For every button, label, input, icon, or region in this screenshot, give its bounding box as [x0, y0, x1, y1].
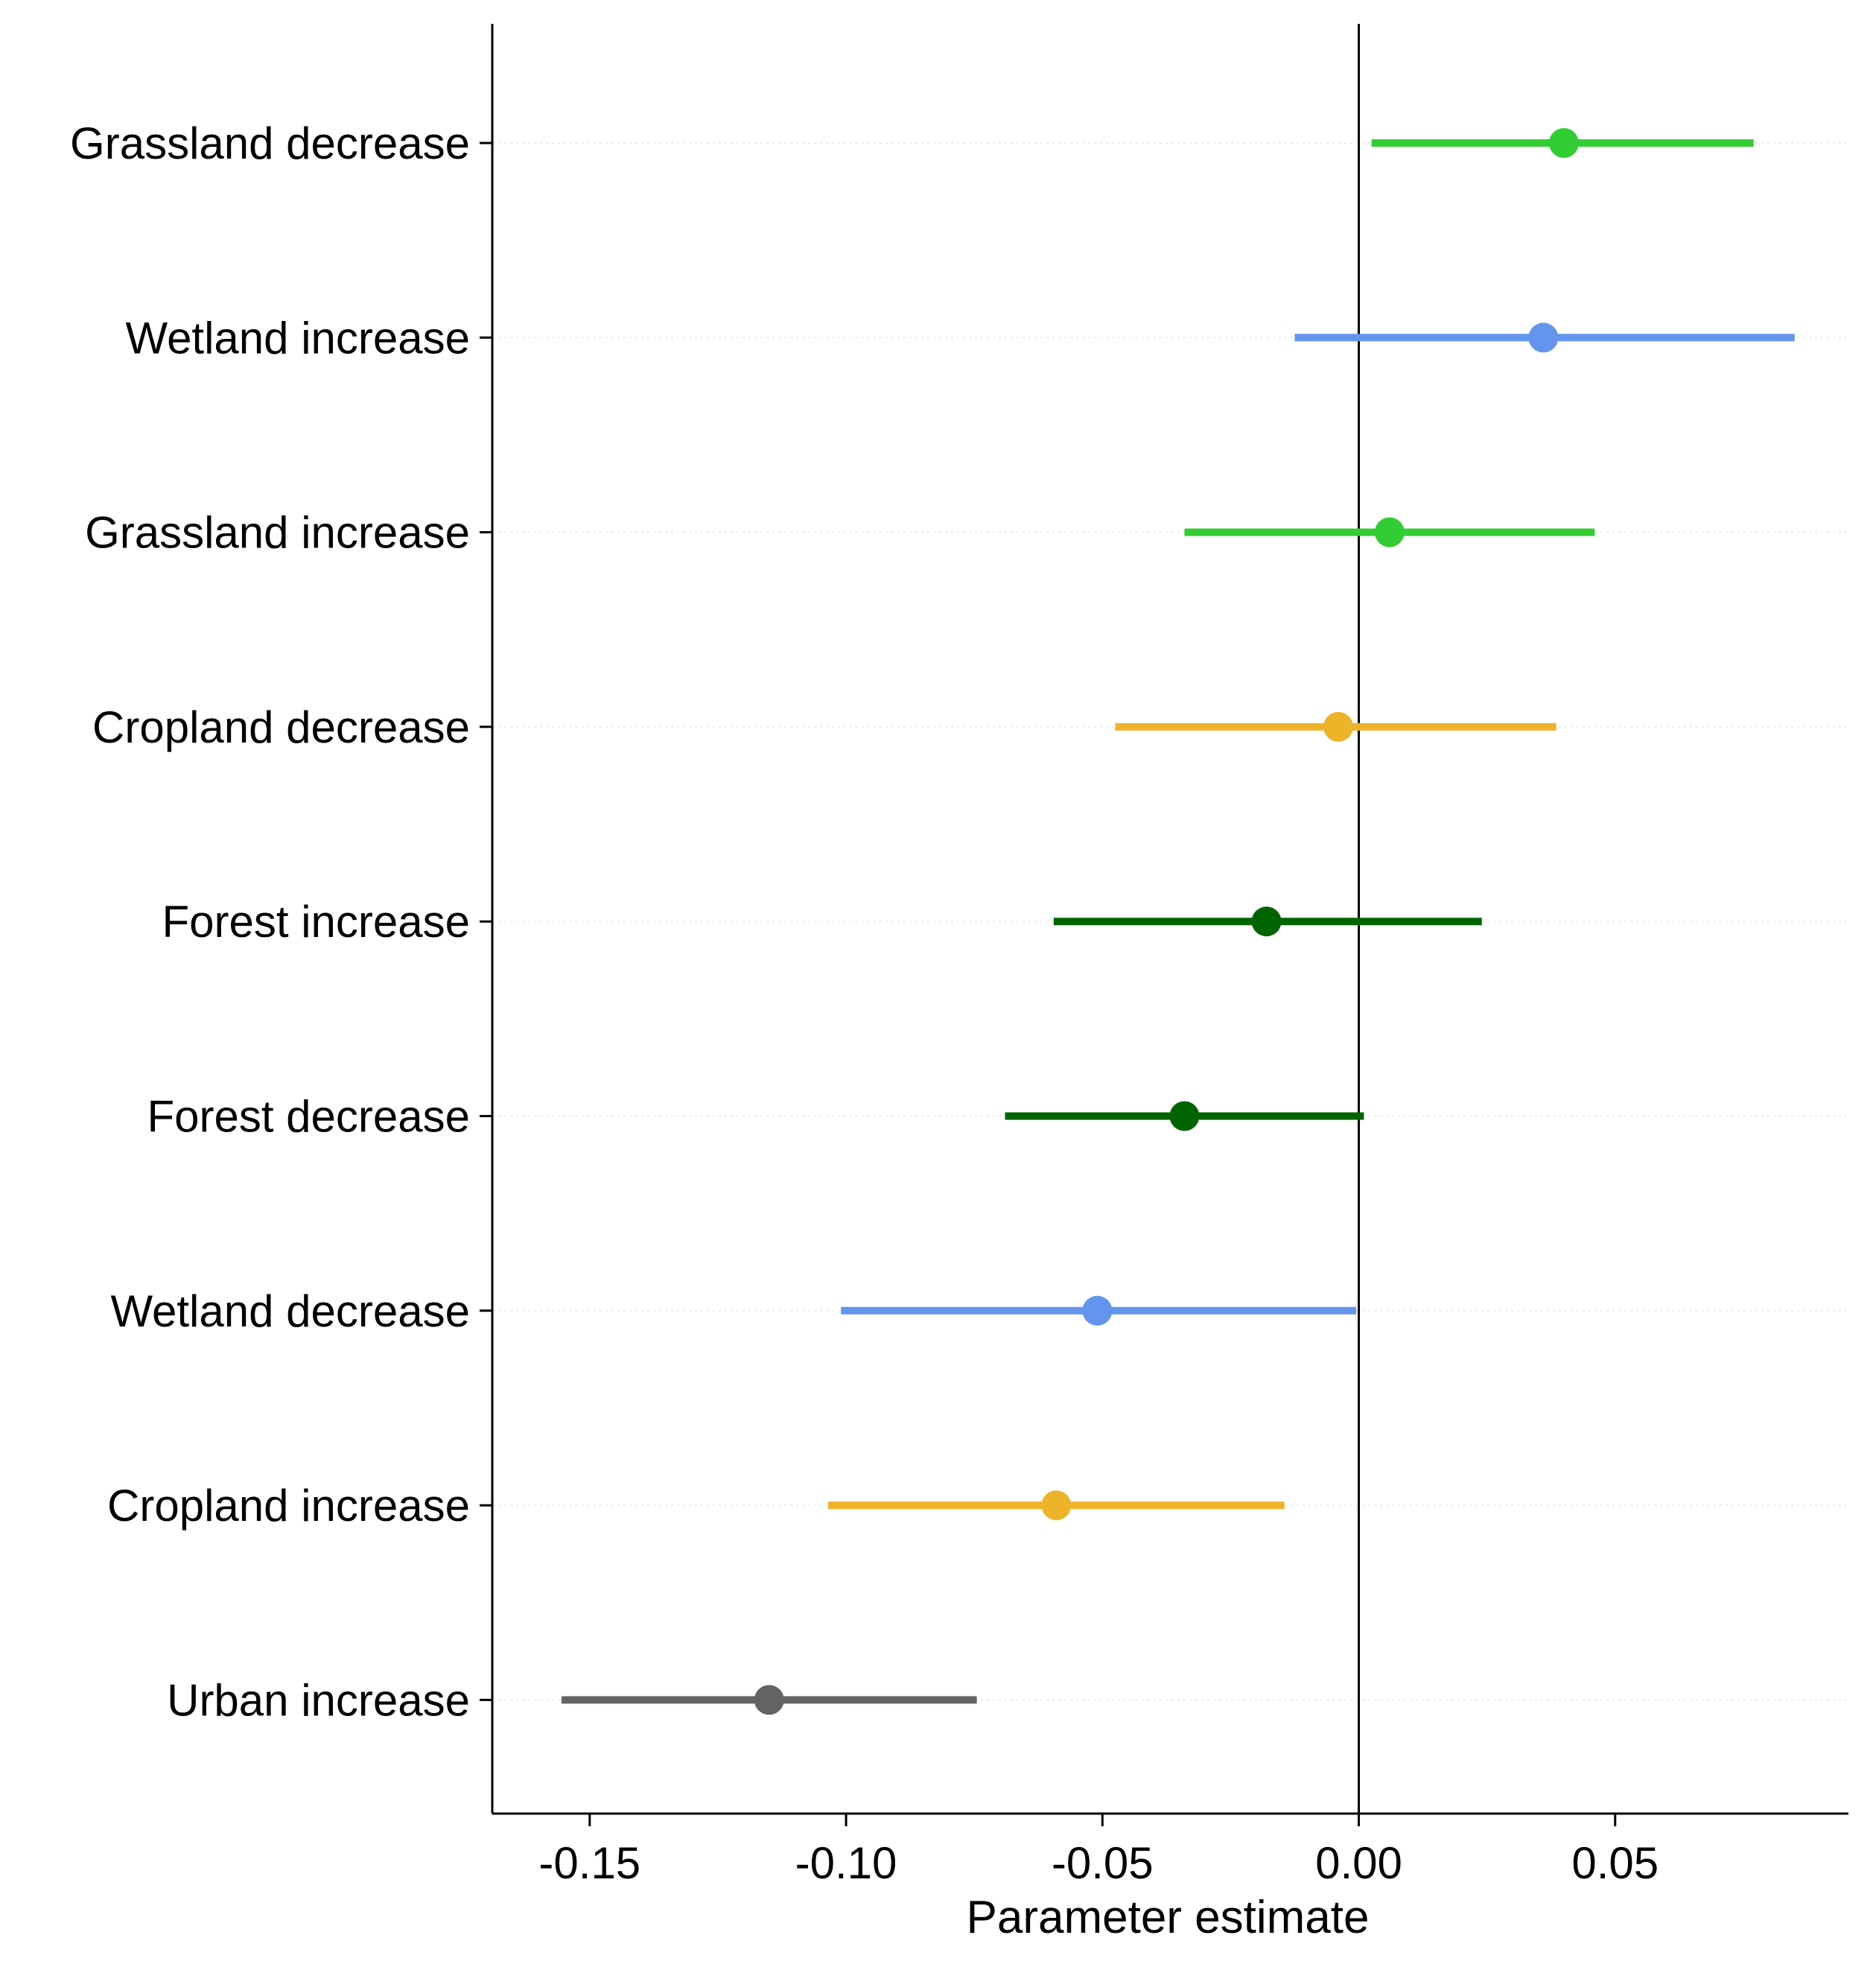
y-tick-label: Grassland decrease [70, 118, 470, 168]
point-estimate [1374, 517, 1405, 547]
y-tick-label: Urban increase [167, 1675, 470, 1725]
point-estimate [1323, 711, 1353, 742]
y-tick-label: Wetland decrease [110, 1286, 470, 1336]
y-tick-label: Wetland increase [126, 313, 470, 363]
point-estimate [1082, 1295, 1113, 1326]
point-estimate [754, 1685, 784, 1715]
x-axis-ticks: -0.15 -0.10 -0.05 0.00 0.05 [538, 1814, 1659, 1888]
point-estimate [1528, 322, 1559, 353]
x-tick-label: 0.05 [1571, 1838, 1659, 1888]
point-estimate [1548, 128, 1579, 158]
x-tick-label: -0.10 [795, 1838, 897, 1888]
y-axis-ticks: Grassland decrease Wetland increase Grassl… [70, 118, 492, 1725]
x-tick-label: 0.00 [1315, 1838, 1402, 1888]
point-estimate [1169, 1101, 1200, 1131]
estimate-series [561, 128, 1795, 1715]
point-estimate [1041, 1490, 1072, 1521]
y-tick-label: Forest increase [162, 897, 471, 947]
y-tick-label: Grassland increase [85, 508, 470, 558]
y-tick-label: Forest decrease [147, 1092, 470, 1142]
point-estimate [1251, 906, 1282, 937]
y-tick-label: Cropland increase [107, 1481, 470, 1531]
axes [491, 24, 1848, 1815]
x-tick-label: -0.15 [538, 1838, 640, 1888]
x-axis-title: Parameter estimate [967, 1892, 1370, 1943]
x-tick-label: -0.05 [1052, 1838, 1154, 1888]
y-tick-label: Cropland decrease [92, 702, 470, 752]
